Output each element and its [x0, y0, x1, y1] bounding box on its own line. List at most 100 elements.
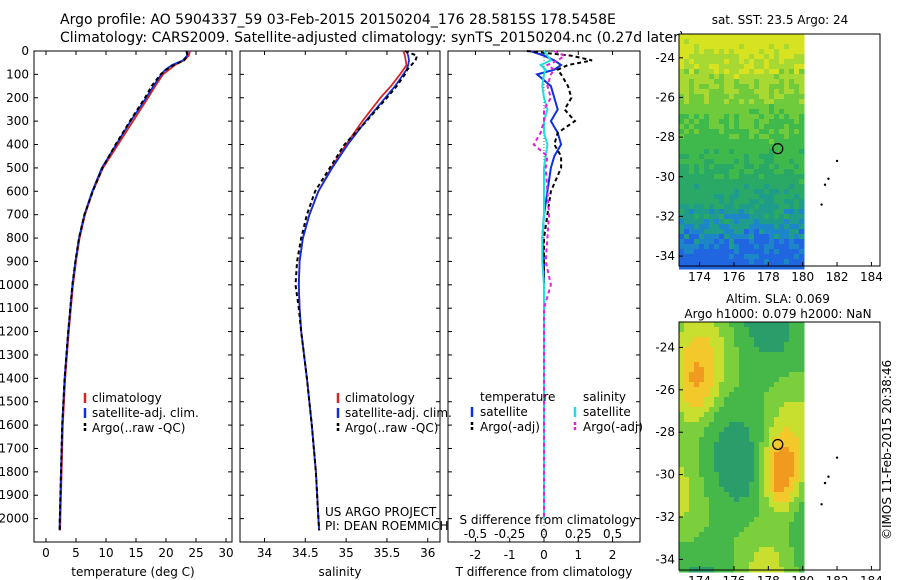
map-cell: [759, 537, 765, 543]
map-cell: [699, 224, 705, 230]
map-cell: [714, 94, 720, 100]
island-dot: [820, 203, 823, 206]
map-cell: [704, 502, 710, 508]
map-cell: [754, 229, 760, 235]
map-cell: [789, 557, 795, 563]
map-cell: [679, 502, 685, 508]
map-cell: [749, 204, 755, 210]
map-cell: [764, 104, 770, 110]
map-cell: [739, 387, 745, 393]
map-cell: [759, 367, 765, 373]
map-cell: [794, 254, 800, 260]
map-cell: [784, 259, 790, 265]
map-cell: [749, 452, 755, 458]
map-cell: [744, 557, 750, 563]
map-x-tick-label: 182: [826, 270, 849, 284]
map-cell: [799, 517, 805, 523]
map-cell: [749, 477, 755, 483]
map-cell: [709, 204, 715, 210]
map-cell: [729, 337, 735, 343]
map-cell: [694, 447, 700, 453]
map-cell: [694, 552, 700, 558]
map-cell: [704, 94, 710, 100]
map-cell: [729, 199, 735, 205]
map-cell: [759, 264, 765, 270]
map-cell: [749, 179, 755, 185]
map-cell: [704, 352, 710, 358]
map-cell: [704, 199, 710, 205]
map-cell: [704, 129, 710, 135]
map-cell: [694, 437, 700, 443]
map-cell: [729, 477, 735, 483]
map-cell: [784, 39, 790, 45]
map-cell: [774, 332, 780, 338]
x-tick-label: 0: [42, 546, 50, 560]
map-cell: [704, 522, 710, 528]
map-cell: [769, 214, 775, 220]
map-cell: [769, 34, 775, 40]
map-cell: [709, 169, 715, 175]
map-cell: [794, 552, 800, 558]
map-cell: [679, 89, 685, 95]
map-cell: [779, 119, 785, 125]
map-cell: [679, 184, 685, 190]
map-cell: [679, 139, 685, 145]
map-cell: [729, 159, 735, 165]
map-cell: [694, 432, 700, 438]
map-cell: [789, 134, 795, 140]
map-cell: [754, 527, 760, 533]
legend-label: climatology: [92, 391, 162, 405]
map-y-tick-label: -28: [655, 130, 675, 144]
map-cell: [769, 194, 775, 200]
map-cell: [699, 462, 705, 468]
map-cell: [759, 39, 765, 45]
map-cell: [784, 114, 790, 120]
map-cell: [774, 79, 780, 85]
map-cell: [699, 74, 705, 80]
map-cell: [709, 447, 715, 453]
map-cell: [724, 94, 730, 100]
map-cell: [704, 139, 710, 145]
map-cell: [759, 94, 765, 100]
map-cell: [744, 124, 750, 130]
map-cell: [714, 462, 720, 468]
map-cell: [754, 437, 760, 443]
map-cell: [754, 472, 760, 478]
map-cell: [739, 467, 745, 473]
map-cell: [769, 209, 775, 215]
map-cell: [784, 327, 790, 333]
map-cell: [739, 159, 745, 165]
map-cell: [699, 109, 705, 115]
map-cell: [684, 517, 690, 523]
map-cell: [739, 189, 745, 195]
map-cell: [704, 487, 710, 493]
map-cell: [694, 184, 700, 190]
map-cell: [744, 89, 750, 95]
map-cell: [744, 337, 750, 343]
map-cell: [744, 39, 750, 45]
map-cell: [699, 332, 705, 338]
map-cell: [759, 259, 765, 265]
map-cell: [759, 547, 765, 553]
map-cell: [719, 154, 725, 160]
map-cell: [714, 347, 720, 353]
map-cell: [699, 327, 705, 333]
map-cell: [789, 244, 795, 250]
map-cell: [689, 204, 695, 210]
map-cell: [699, 362, 705, 368]
map-cell: [714, 99, 720, 105]
legend-label: satellite: [583, 405, 631, 419]
map-cell: [769, 352, 775, 358]
map-cell: [689, 517, 695, 523]
map-cell: [684, 487, 690, 493]
map-cell: [729, 49, 735, 55]
map-cell: [749, 497, 755, 503]
map-cell: [729, 447, 735, 453]
map-cell: [699, 477, 705, 483]
map-cell: [779, 557, 785, 563]
map-cell: [679, 154, 685, 160]
map-cell: [734, 442, 740, 448]
map-cell: [719, 527, 725, 533]
map-cell: [694, 332, 700, 338]
map-cell: [709, 467, 715, 473]
